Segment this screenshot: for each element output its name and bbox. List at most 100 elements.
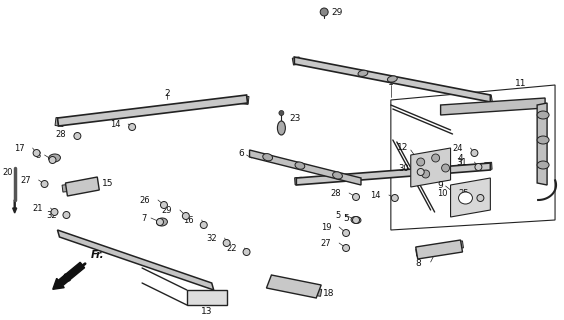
Polygon shape <box>294 57 490 102</box>
Polygon shape <box>440 98 545 115</box>
Circle shape <box>320 8 328 16</box>
Text: 27: 27 <box>20 175 30 185</box>
Text: 18: 18 <box>323 289 334 298</box>
Text: 5: 5 <box>336 211 341 220</box>
Text: 19: 19 <box>321 222 331 231</box>
Text: Fr.: Fr. <box>90 250 104 260</box>
Bar <box>62 184 73 192</box>
Circle shape <box>417 169 424 175</box>
Bar <box>311 288 321 296</box>
Ellipse shape <box>277 121 285 135</box>
FancyArrow shape <box>13 200 17 213</box>
Text: 24: 24 <box>452 143 462 153</box>
Polygon shape <box>296 163 490 185</box>
Polygon shape <box>65 177 99 196</box>
Text: 20: 20 <box>2 167 13 177</box>
Polygon shape <box>266 275 321 298</box>
Text: 5: 5 <box>343 213 349 222</box>
Ellipse shape <box>333 172 342 179</box>
Circle shape <box>352 194 359 201</box>
Text: 4: 4 <box>458 154 463 163</box>
Circle shape <box>41 180 48 188</box>
Ellipse shape <box>537 111 549 119</box>
Ellipse shape <box>387 76 397 82</box>
Text: 11: 11 <box>514 78 526 87</box>
Text: 28: 28 <box>56 130 67 139</box>
Circle shape <box>342 229 350 236</box>
Circle shape <box>475 164 482 171</box>
Circle shape <box>471 149 478 156</box>
Polygon shape <box>411 148 451 187</box>
Text: 31: 31 <box>456 157 466 166</box>
Polygon shape <box>416 240 462 259</box>
Ellipse shape <box>156 218 168 226</box>
Text: 25: 25 <box>458 188 469 197</box>
Text: 1: 1 <box>388 77 394 86</box>
Text: 12: 12 <box>398 142 409 151</box>
Polygon shape <box>58 95 248 126</box>
Bar <box>55 117 64 126</box>
Ellipse shape <box>537 136 549 144</box>
Circle shape <box>279 110 284 116</box>
Ellipse shape <box>537 161 549 169</box>
Circle shape <box>200 221 207 228</box>
Circle shape <box>51 209 58 215</box>
Ellipse shape <box>295 162 305 169</box>
Circle shape <box>477 195 484 202</box>
Polygon shape <box>537 103 547 185</box>
Text: 17: 17 <box>14 143 25 153</box>
Bar <box>240 96 249 104</box>
Polygon shape <box>58 230 214 290</box>
Ellipse shape <box>351 217 361 223</box>
Text: 32: 32 <box>206 234 217 243</box>
Text: 23: 23 <box>289 114 301 123</box>
Polygon shape <box>451 178 490 217</box>
Text: 21: 21 <box>32 204 42 212</box>
Text: 15: 15 <box>102 179 114 188</box>
Circle shape <box>182 212 190 220</box>
Text: 9: 9 <box>438 180 444 189</box>
Circle shape <box>352 217 359 223</box>
Text: 10: 10 <box>437 188 448 197</box>
Circle shape <box>33 149 40 156</box>
Text: 29: 29 <box>161 205 172 214</box>
Circle shape <box>442 164 450 172</box>
Circle shape <box>49 156 56 164</box>
Text: 29: 29 <box>331 7 342 17</box>
Text: 26: 26 <box>139 196 150 204</box>
Circle shape <box>74 132 81 140</box>
Text: 14: 14 <box>109 119 120 129</box>
Text: 27: 27 <box>320 238 331 247</box>
Polygon shape <box>187 290 227 305</box>
Text: 8: 8 <box>416 259 421 268</box>
Bar <box>484 162 492 170</box>
Text: 22: 22 <box>226 244 237 252</box>
Circle shape <box>129 124 135 131</box>
Text: 7: 7 <box>142 213 147 222</box>
Circle shape <box>63 212 70 219</box>
Text: 30: 30 <box>398 164 409 172</box>
Bar <box>294 177 302 185</box>
Polygon shape <box>249 150 361 185</box>
Ellipse shape <box>459 192 473 204</box>
Text: 3: 3 <box>35 150 41 159</box>
Circle shape <box>156 219 164 226</box>
Circle shape <box>223 239 230 246</box>
Text: 6: 6 <box>239 148 244 157</box>
Bar <box>416 248 426 256</box>
Circle shape <box>161 202 168 209</box>
Text: 16: 16 <box>183 215 194 225</box>
Bar <box>453 241 464 249</box>
Bar <box>292 57 301 65</box>
Ellipse shape <box>49 154 60 162</box>
Text: 32: 32 <box>46 211 56 220</box>
Text: 13: 13 <box>201 308 213 316</box>
Text: 14: 14 <box>371 190 381 199</box>
FancyArrow shape <box>53 262 85 289</box>
Ellipse shape <box>263 154 272 161</box>
Circle shape <box>391 195 398 202</box>
Circle shape <box>417 158 425 166</box>
Circle shape <box>342 244 350 252</box>
Text: 2: 2 <box>164 89 170 98</box>
Circle shape <box>422 170 430 178</box>
